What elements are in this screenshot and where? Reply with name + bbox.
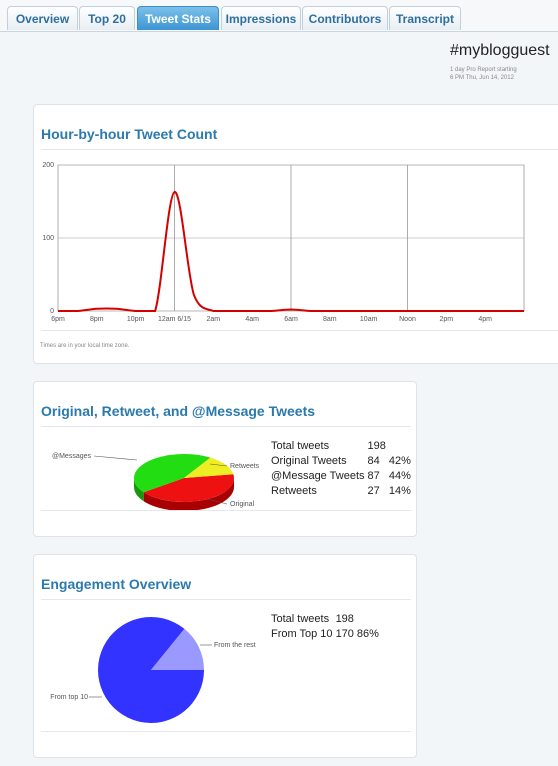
divider [41, 510, 411, 511]
row-label: Total tweets [271, 440, 330, 452]
report-topic: #myblogguest [450, 42, 550, 59]
x-tick-label: Noon [399, 316, 416, 323]
report-meta: 1 day Pro Report starting 6 PM Thu, Jun … [450, 66, 517, 82]
row-pct: 14% [388, 485, 411, 497]
pie-leader-line [93, 455, 138, 461]
pie-slice [151, 628, 204, 670]
tweet-count-line [57, 191, 524, 312]
row-pct [389, 440, 414, 455]
row-count: 84 [367, 455, 380, 467]
tab-transcript[interactable]: Transcript [389, 6, 461, 30]
tweet-types-title: Original, Retweet, and @Message Tweets [41, 403, 316, 419]
x-tick-label: 8pm [90, 316, 104, 323]
pie-slice [143, 474, 234, 502]
x-tick-label: 8am [323, 316, 337, 323]
x-tick-label: 2am [207, 316, 221, 323]
tweet-types-table: Total tweets 198 Original Tweets 84 42% @Me… [271, 440, 414, 500]
report-meta-line2: 6 PM Thu, Jun 14, 2012 [450, 75, 514, 81]
pie-slice-side [134, 478, 144, 502]
timezone-note: Times are in your local time zone. [40, 343, 130, 349]
engagement-panel: Engagement Overview From the rest From to… [33, 554, 417, 758]
tab-top-20[interactable]: Top 20 [79, 6, 135, 30]
engagement-title: Engagement Overview [41, 576, 192, 592]
pie-slice-label: Retweets [230, 463, 260, 470]
table-row: @Message Tweets 87 44% [271, 470, 414, 485]
x-tick-label: 6pm [51, 316, 65, 323]
hourly-tweet-chart: 0 100 200 6pm 8pm 10pm 12am 6/15 2am 4am 6am 8am 10… [42, 162, 525, 323]
row-label: From Top 10 [271, 628, 333, 640]
row-label: @Message Tweets [271, 470, 365, 482]
report-meta-line1: 1 day Pro Report starting [450, 67, 517, 73]
row-label: Retweets [271, 485, 317, 497]
pie-leader-line [206, 498, 228, 505]
row-label: Total tweets [271, 613, 330, 625]
table-row: Retweets 27 14% [271, 485, 414, 500]
engagement-table: Total tweets 198 From Top 10 170 86% [271, 613, 382, 643]
y-tick-label: 0 [50, 308, 54, 315]
row-count: 170 [335, 628, 354, 640]
hourly-title: Hour-by-hour Tweet Count [41, 126, 218, 142]
pie-slice-label: @Messages [52, 453, 92, 460]
x-tick-label: 4pm [478, 316, 492, 323]
row-count: 198 [335, 613, 354, 625]
row-pct: 42% [388, 455, 411, 467]
x-tick-label: 10pm [127, 316, 145, 323]
row-count: 198 [367, 440, 386, 452]
pie-slice-label: Original [230, 501, 255, 508]
divider [41, 731, 411, 732]
tab-contributors[interactable]: Contributors [302, 6, 388, 30]
row-pct: 44% [388, 470, 411, 482]
engagement-pie: From the rest From top 10 [50, 617, 256, 723]
row-count: 27 [367, 485, 380, 497]
pie-slice [133, 454, 211, 493]
tweet-types-pie: @Messages Retweets Original [52, 453, 260, 511]
x-tick-label: 6am [284, 316, 298, 323]
divider [41, 599, 411, 600]
table-row: From Top 10 170 86% [271, 628, 382, 643]
divider [41, 426, 411, 427]
divider [41, 330, 558, 331]
y-tick-label: 100 [42, 235, 54, 242]
table-row: Total tweets 198 [271, 440, 414, 455]
hourly-panel: Hour-by-hour Tweet Count 0 100 200 6pm 8pm 10… [33, 104, 558, 364]
x-tick-label: 4am [245, 316, 259, 323]
pie-leader-line [209, 463, 228, 467]
row-pct [357, 613, 382, 628]
table-row: Original Tweets 84 42% [271, 455, 414, 470]
row-count: 87 [367, 470, 380, 482]
x-tick-label: 2pm [440, 316, 454, 323]
x-tick-label: 12am 6/15 [158, 316, 191, 323]
pie-slice-label: From top 10 [50, 694, 88, 701]
x-tick-label: 10am [360, 316, 378, 323]
divider [41, 149, 558, 150]
row-pct: 86% [356, 628, 379, 640]
pie-slice-label: From the rest [214, 642, 256, 649]
table-row: Total tweets 198 [271, 613, 382, 628]
pie-slice [184, 457, 234, 478]
y-tick-label: 200 [42, 162, 54, 169]
tab-tweet-stats[interactable]: Tweet Stats [137, 6, 219, 30]
tab-bar: Overview Top 20 Tweet Stats Impressions … [0, 0, 558, 32]
tab-overview[interactable]: Overview [7, 6, 78, 30]
pie-slice-side [143, 478, 234, 511]
tab-impressions[interactable]: Impressions [221, 6, 301, 30]
tweet-types-panel: Original, Retweet, and @Message Tweets @… [33, 381, 417, 537]
row-label: Original Tweets [271, 455, 347, 467]
